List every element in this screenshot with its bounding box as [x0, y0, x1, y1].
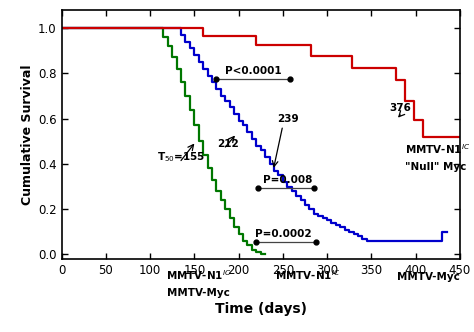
- Text: MMTV-N1$^{IC}$: MMTV-N1$^{IC}$: [275, 269, 340, 283]
- Text: 239: 239: [277, 114, 299, 124]
- Text: MMTV-N1$^{IC}$: MMTV-N1$^{IC}$: [405, 142, 470, 156]
- Text: 212: 212: [218, 139, 239, 149]
- Text: "Null" Myc: "Null" Myc: [405, 162, 466, 172]
- Text: 376: 376: [389, 103, 411, 113]
- Y-axis label: Cumulative Survival: Cumulative Survival: [21, 64, 34, 205]
- Text: T$_{50}$=155: T$_{50}$=155: [157, 150, 206, 164]
- X-axis label: Time (days): Time (days): [215, 302, 307, 316]
- Text: MMTV-N1$^{IC}$: MMTV-N1$^{IC}$: [166, 269, 231, 283]
- Text: P<0.0001: P<0.0001: [225, 66, 282, 76]
- Text: MMTV-Myc: MMTV-Myc: [167, 288, 230, 298]
- Text: MMTV-Myc: MMTV-Myc: [397, 273, 460, 283]
- Text: P=0.008: P=0.008: [264, 175, 313, 185]
- Text: P=0.0002: P=0.0002: [255, 229, 311, 239]
